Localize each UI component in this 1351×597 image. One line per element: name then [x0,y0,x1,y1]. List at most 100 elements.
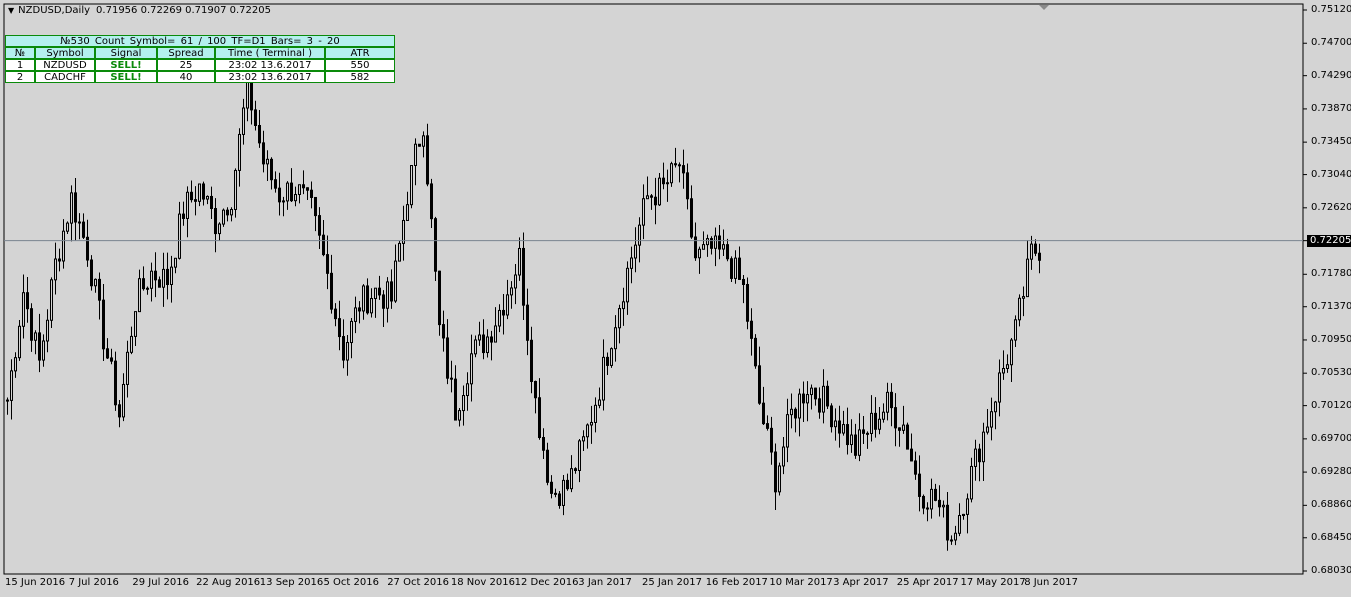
candle-bear [542,437,545,451]
x-tick-label: 7 Jul 2016 [68,577,119,588]
candle-bear [866,432,869,435]
candle-bear [390,281,393,302]
candle-bear [566,479,569,490]
y-tick-label: 0.71780 [1311,268,1351,280]
x-tick-label: 25 Jan 2017 [642,577,702,588]
candle-bull [498,309,501,327]
candle-bear [838,420,841,434]
candle-bull [42,340,45,361]
y-tick-label: 0.70530 [1311,367,1351,379]
candle-bull [470,353,473,385]
candle-bull [10,370,13,401]
candle-bear [302,184,305,189]
candle-bear [338,318,341,338]
candle-bear [118,404,121,418]
time-cell: 23:02 13.6.2017 [215,59,325,71]
candle-bear [334,308,337,320]
candle-bear [366,285,369,314]
candle-bear [754,337,757,367]
candle-bull [734,257,737,279]
candle-bear [418,143,421,147]
candle-bear [682,165,685,174]
candle-bear [738,257,741,280]
candle-bull [590,421,593,426]
candle-bull [94,278,97,287]
candle-bear [438,270,441,326]
spread-cell: 25 [157,59,215,71]
x-tick-label: 5 Oct 2016 [323,577,379,588]
candle-bear [270,158,273,181]
candle-bear [946,504,949,541]
table-row: 1 NZDUSD SELL! 25 23:02 13.6.2017 550 [5,59,395,71]
candle-bull [834,420,837,428]
candle-bull [386,281,389,309]
candle-bull [570,468,573,490]
candle-bull [622,301,625,310]
candle-bull [786,414,789,448]
candle-bear [318,215,321,236]
table-caption: №530 Count Symbol= 61 / 100 TF=D1 Bars= … [5,35,395,47]
symbol-label: NZDUSD,Daily [18,5,91,16]
x-tick-label: 16 Feb 2017 [705,577,768,588]
candle-bull [798,393,801,419]
candle-bull [562,479,565,506]
candle-bear [210,195,213,210]
candle-bull [618,308,621,329]
candle-bear [770,427,773,453]
candle-bear [554,492,557,495]
candle-bull [206,195,209,200]
signal-cell: SELL! [95,71,157,83]
candle-bear [442,324,445,339]
candle-bear [558,493,561,506]
candle-bear [898,427,901,431]
candle-bull [986,426,989,433]
candle-bear [862,429,865,434]
candle-bull [822,385,825,413]
candle-bear [978,448,981,463]
candle-bear [382,294,385,309]
dropdown-arrow-icon[interactable]: ▼ [8,6,15,15]
candle-bull [150,270,153,289]
candle-bull [130,335,133,353]
signal-table: №530 Count Symbol= 61 / 100 TF=D1 Bars= … [5,35,395,83]
candle-bull [1010,339,1013,366]
candle-bear [606,356,609,366]
candle-bull [966,498,969,515]
candle-bull [234,169,237,210]
candle-bull [670,163,673,184]
y-tick-label: 0.70120 [1311,399,1351,411]
candle-bear [918,473,921,497]
y-tick-label: 0.70950 [1311,333,1351,345]
candle-bear [342,336,345,361]
symbol-cell: CADCHF [35,71,95,83]
y-tick-label: 0.72620 [1311,201,1351,213]
candle-bear [258,124,261,144]
candle-bull [162,268,165,288]
candle-bear [82,221,85,238]
candle-bull [598,399,601,406]
chart-title: ▼ NZDUSD,Daily 0.71956 0.72269 0.71907 0.7… [8,5,271,16]
candle-bull [614,327,617,350]
candle-bull [22,292,25,327]
candle-bear [426,135,429,185]
candle-bull [218,223,221,235]
candle-bear [826,385,829,407]
candle-bear [6,399,9,402]
candle-bull [126,351,129,385]
candle-bear [534,380,537,399]
candle-bull [198,183,201,202]
candle-bear [78,221,81,224]
candle-bear [98,278,101,301]
shift-marker-icon[interactable] [1039,5,1049,10]
candle-bear [678,164,681,167]
candle-bear [106,348,109,359]
candle-bull [722,244,725,250]
candle-bear [934,488,937,501]
candle-bull [578,440,581,472]
candle-bull [514,274,517,289]
y-axis [1303,9,1307,572]
candle-bear [306,187,309,191]
candle-bull [974,448,977,467]
candle-bull [134,311,137,337]
